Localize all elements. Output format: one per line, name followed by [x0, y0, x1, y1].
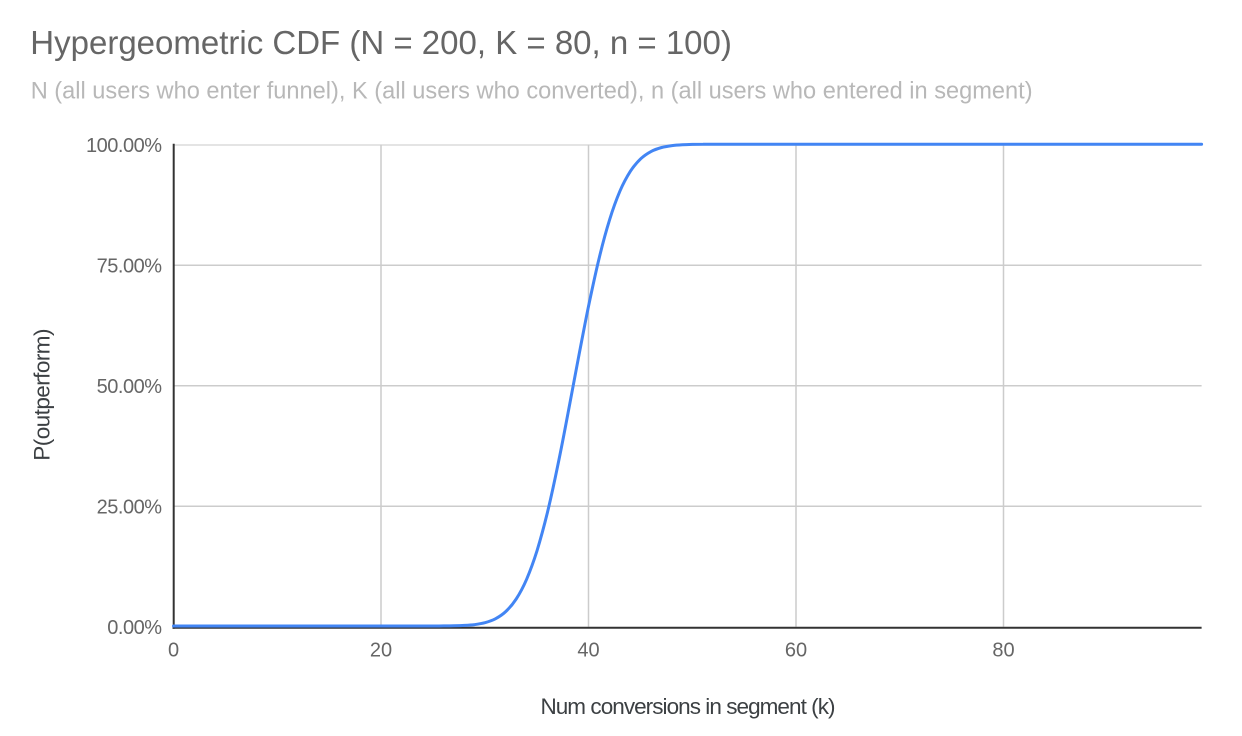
svg-text:0: 0	[168, 640, 179, 662]
svg-text:Num conversions in segment (k): Num conversions in segment (k)	[540, 694, 835, 719]
svg-text:80: 80	[992, 640, 1014, 662]
svg-text:Hypergeometric CDF (N = 200, K: Hypergeometric CDF (N = 200, K = 80, n =…	[30, 24, 732, 61]
svg-text:40: 40	[577, 640, 599, 662]
svg-text:P(outperform): P(outperform)	[30, 329, 55, 461]
svg-text:20: 20	[370, 640, 392, 662]
svg-text:75.00%: 75.00%	[97, 255, 163, 277]
svg-text:100.00%: 100.00%	[86, 135, 162, 157]
svg-text:0.00%: 0.00%	[107, 617, 162, 639]
svg-text:60: 60	[785, 640, 807, 662]
svg-text:50.00%: 50.00%	[97, 376, 163, 398]
svg-text:25.00%: 25.00%	[97, 496, 163, 518]
svg-text:N (all users who enter funnel): N (all users who enter funnel), K (all u…	[31, 78, 1033, 104]
